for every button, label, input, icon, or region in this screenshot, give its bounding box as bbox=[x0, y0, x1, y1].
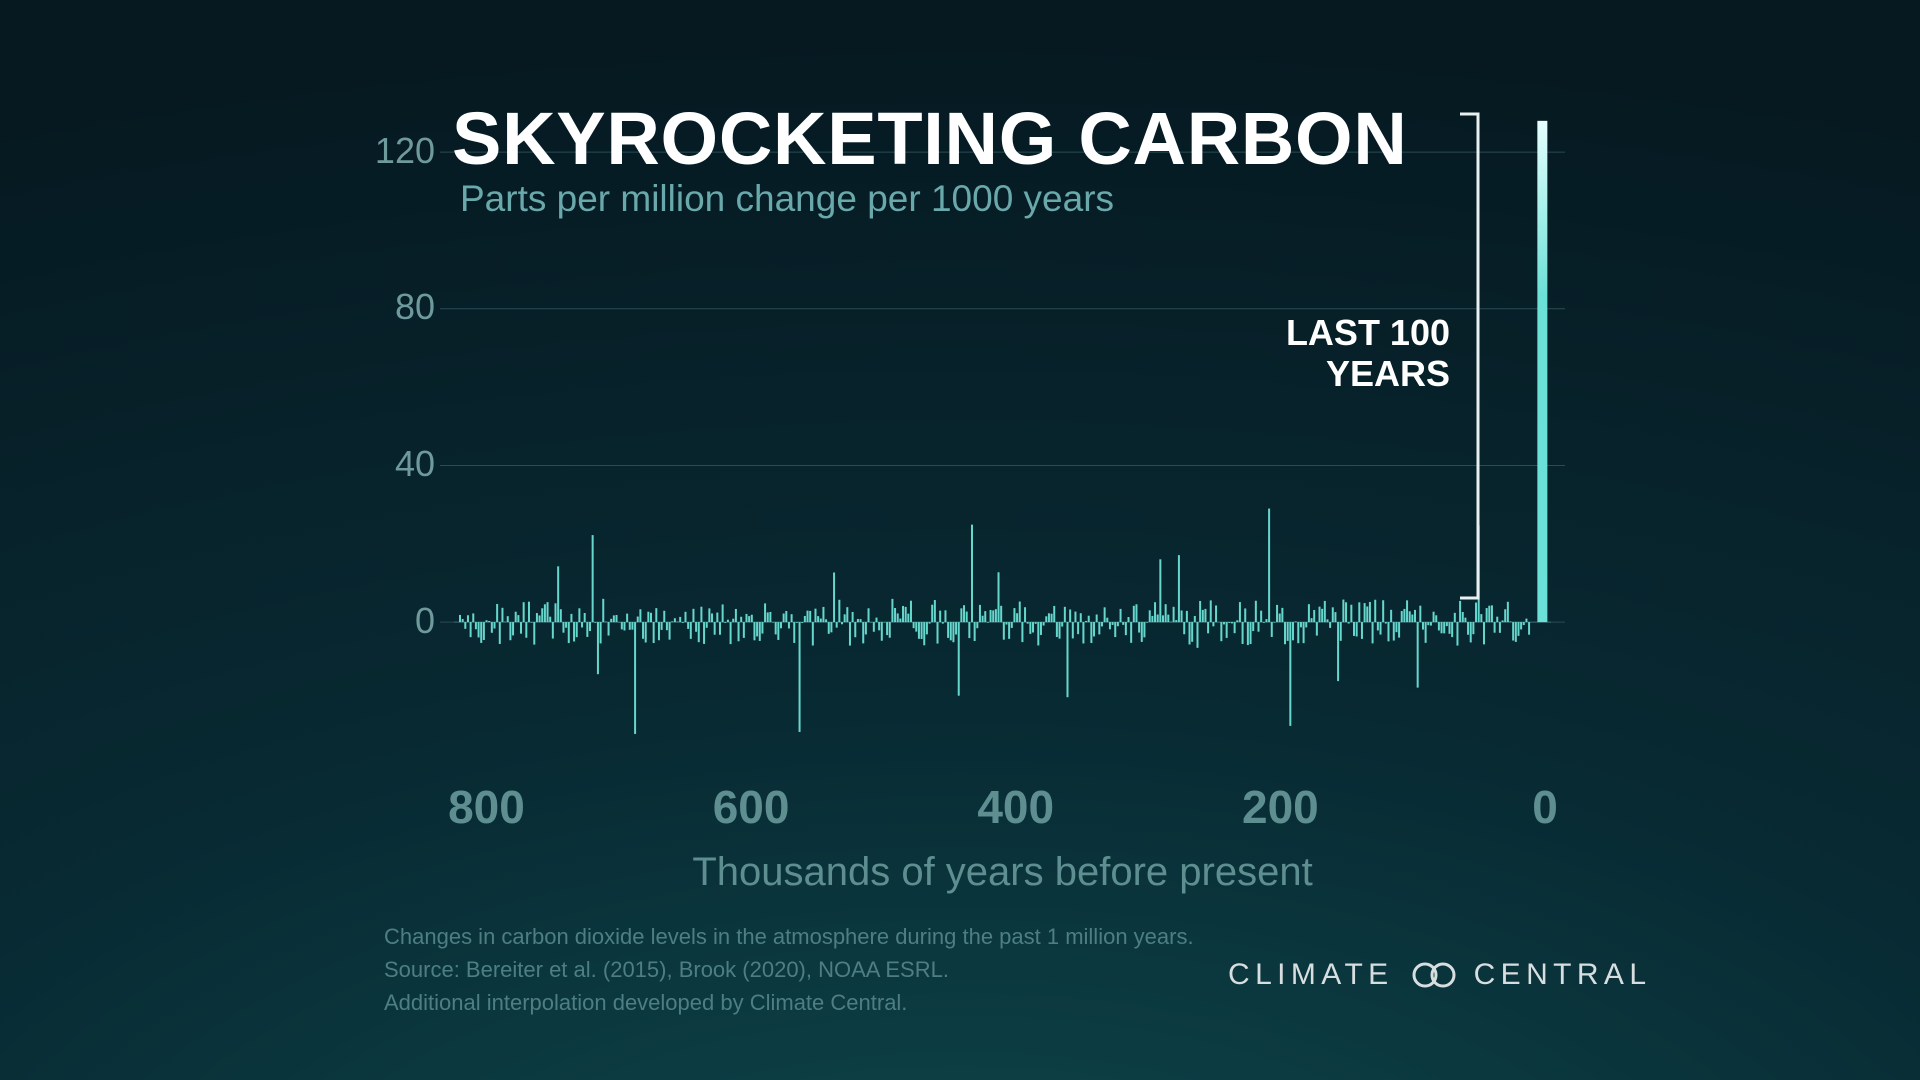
y-tick-label: 0 bbox=[415, 600, 435, 642]
brand-word-left: CLIMATE bbox=[1228, 958, 1394, 992]
y-tick-label: 40 bbox=[395, 443, 435, 485]
infographic-stage: SKYROCKETING CARBON Parts per million ch… bbox=[0, 0, 1920, 1080]
spike-annotation: LAST 100 YEARS bbox=[1286, 312, 1450, 395]
footnote-line-3: Additional interpolation developed by Cl… bbox=[384, 986, 1194, 1019]
historical-bars bbox=[459, 509, 1530, 734]
y-tick-label: 120 bbox=[375, 130, 435, 172]
x-tick-label: 400 bbox=[977, 780, 1054, 834]
chart-title: SKYROCKETING CARBON bbox=[452, 96, 1408, 181]
spike-annotation-line2: YEARS bbox=[1286, 353, 1450, 394]
x-tick-label: 200 bbox=[1242, 780, 1319, 834]
footnote-line-2: Source: Bereiter et al. (2015), Brook (2… bbox=[384, 953, 1194, 986]
brand-link-icon bbox=[1408, 960, 1460, 990]
spike-bracket bbox=[1460, 114, 1478, 598]
x-tick-label: 600 bbox=[713, 780, 790, 834]
spike-bar bbox=[1537, 121, 1547, 622]
brand-word-right: CENTRAL bbox=[1474, 958, 1652, 992]
x-axis-title: Thousands of years before present bbox=[692, 850, 1312, 895]
spike-annotation-line1: LAST 100 bbox=[1286, 312, 1450, 353]
footnotes: Changes in carbon dioxide levels in the … bbox=[384, 920, 1194, 1019]
chart-subtitle: Parts per million change per 1000 years bbox=[460, 178, 1114, 220]
brand-logo: CLIMATE CENTRAL bbox=[1228, 958, 1651, 992]
footnote-line-1: Changes in carbon dioxide levels in the … bbox=[384, 920, 1194, 953]
x-tick-label: 0 bbox=[1532, 780, 1558, 834]
x-tick-label: 800 bbox=[448, 780, 525, 834]
y-tick-label: 80 bbox=[395, 286, 435, 328]
